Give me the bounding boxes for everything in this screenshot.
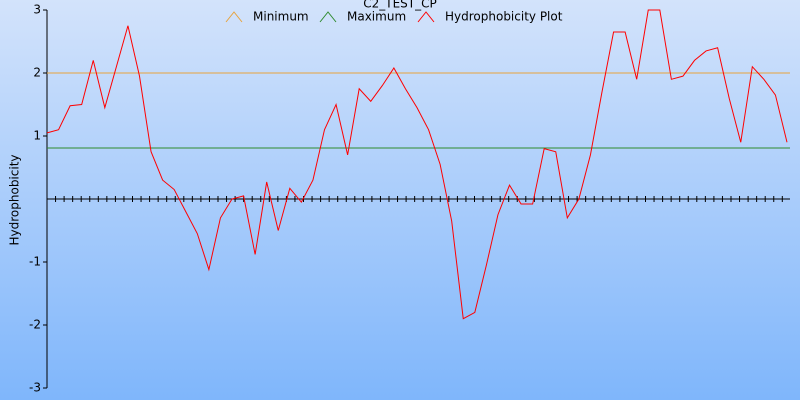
legend-icon [417, 11, 435, 23]
data-line [46, 9, 788, 320]
y-tick-label: 3 [33, 3, 41, 17]
legend-icon [319, 11, 337, 23]
legend-label: Maximum [347, 10, 406, 24]
legend-label: Hydrophobicity Plot [445, 10, 563, 24]
y-tick-label: 1 [33, 129, 41, 143]
legend-label: Minimum [253, 10, 309, 24]
y-tick-label: 2 [33, 66, 41, 80]
chart-title: C2_TEST_CP [363, 0, 437, 11]
y-tick-label: -2 [29, 318, 41, 332]
y-axis-label: Hydrophobicity [8, 154, 22, 245]
y-tick-label: -1 [29, 255, 41, 269]
y-tick-label: -3 [29, 381, 41, 395]
legend-icon [225, 11, 243, 23]
